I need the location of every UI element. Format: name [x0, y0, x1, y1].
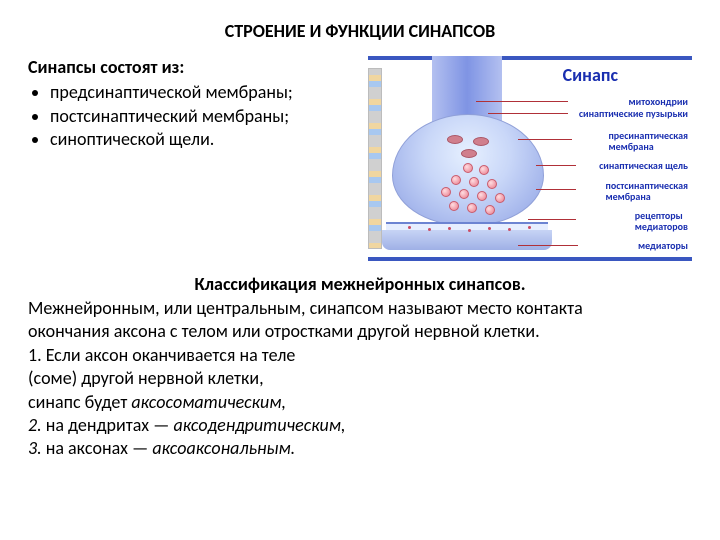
classification-fragment: синапс будет	[28, 391, 131, 413]
vesicle-icon	[441, 187, 451, 197]
classification-italic: аксосоматическим,	[131, 391, 286, 413]
leader-line	[528, 219, 576, 220]
vesicle-icon	[477, 191, 487, 201]
diagram-label-postsyn: постсинаптическаямембрана	[605, 180, 688, 202]
leader-line	[488, 113, 568, 114]
leader-line	[518, 139, 572, 140]
classification-line: (соме) другой нервной клетки,	[28, 367, 692, 390]
mitochondrion-icon	[461, 149, 477, 158]
mitochondrion-icon	[473, 137, 489, 146]
intro-bullets: предсинаптической мембраны; постсинаптич…	[28, 81, 368, 151]
synapse-diagram: Синапс митохондриисинаптические пузырьки…	[368, 56, 692, 261]
intro-block: Синапсы состоят из: предсинаптической ме…	[28, 56, 368, 152]
leader-line	[476, 101, 568, 102]
neurotransmitter-dot-icon	[468, 229, 471, 232]
classification-line: 3. на аксонах — аксоаксональным.	[28, 437, 692, 460]
slide-title: СТРОЕНИЕ И ФУНКЦИИ СИНАПСОВ	[28, 20, 692, 42]
classification-fragment: на дендритах —	[42, 414, 174, 436]
intro-bullet: предсинаптической мембраны;	[50, 81, 368, 104]
diagram-label-mediators: медиаторы	[638, 240, 688, 251]
vesicle-icon	[495, 193, 505, 203]
intro-bullet: синоптической щели.	[50, 128, 368, 151]
neurotransmitter-dot-icon	[408, 226, 411, 229]
diagram-label-presyn: пресинаптическаямембрана	[608, 130, 688, 152]
intro-heading: Синапсы состоят из:	[28, 56, 368, 79]
leader-line	[518, 245, 578, 246]
neurotransmitter-dot-icon	[488, 227, 491, 230]
vesicle-icon	[463, 163, 473, 173]
vesicle-icon	[467, 203, 477, 213]
postsynaptic-shape	[382, 230, 552, 250]
classification-fragment: на аксонах —	[42, 437, 153, 459]
classification-italic: 2.	[28, 414, 42, 436]
slide: СТРОЕНИЕ И ФУНКЦИИ СИНАПСОВ Синапсы сост…	[0, 0, 720, 540]
upper-row: Синапсы состоят из: предсинаптической ме…	[28, 56, 692, 261]
classification-line: окончания аксона с телом или отростками …	[28, 320, 692, 343]
vesicle-icon	[451, 175, 461, 185]
classification-title: Классификация межнейронных синапсов.	[28, 273, 692, 295]
leader-line	[536, 165, 576, 166]
leader-line	[536, 189, 576, 190]
mitochondrion-icon	[447, 135, 463, 144]
diagram-label-cleft: синаптическая щель	[599, 160, 688, 171]
classification-italic: аксодендритическим,	[174, 414, 346, 436]
classification-body: Межнейронным, или центральным, синапсом …	[28, 297, 692, 461]
thumbnail-strip-icon	[368, 68, 382, 249]
classification-italic: аксоаксональным.	[152, 437, 295, 459]
neurotransmitter-dot-icon	[448, 227, 451, 230]
classification-line: 1. Если аксон оканчивается на теле	[28, 344, 692, 367]
vesicle-icon	[485, 205, 495, 215]
synaptic-bulb-shape	[392, 114, 544, 226]
diagram-inner: Синапс митохондриисинаптические пузырьки…	[368, 60, 692, 257]
classification-line: Межнейронным, или центральным, синапсом …	[28, 297, 692, 320]
diagram-label-receptors: рецепторымедиаторов	[635, 210, 688, 232]
intro-bullet: постсинаптический мембраны;	[50, 105, 368, 128]
vesicle-icon	[449, 201, 459, 211]
vesicle-icon	[479, 165, 489, 175]
classification-line: синапс будет аксосоматическим,	[28, 391, 692, 414]
neurotransmitter-dot-icon	[428, 228, 431, 231]
classification-italic: 3.	[28, 437, 42, 459]
vesicle-icon	[469, 177, 479, 187]
diagram-label-vesicles: синаптические пузырьки	[579, 108, 688, 119]
neurotransmitter-dot-icon	[528, 226, 531, 229]
classification-line: 2. на дендритах — аксодендритическим,	[28, 414, 692, 437]
vesicle-icon	[459, 189, 469, 199]
neurotransmitter-dot-icon	[508, 228, 511, 231]
diagram-label-mito: митохондрии	[629, 96, 688, 107]
diagram-title: Синапс	[563, 64, 618, 86]
vesicle-icon	[487, 179, 497, 189]
